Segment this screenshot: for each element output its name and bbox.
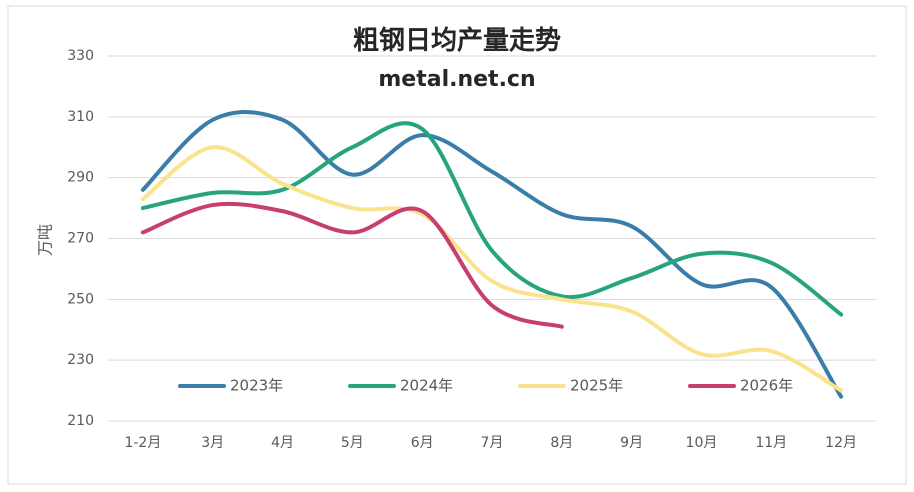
legend-label: 2024年 [400,377,453,395]
x-tick-label: 4月 [271,435,294,451]
y-tick-label: 330 [67,48,94,64]
x-tick-label: 7月 [481,435,504,451]
legend-label: 2023年 [230,377,283,395]
chart-title: 粗钢日均产量走势 [353,26,561,56]
x-tick-label: 9月 [620,435,643,451]
x-tick-label: 12月 [825,435,857,451]
series-line [140,201,564,329]
y-tick-label: 310 [67,109,94,125]
x-tick-label: 5月 [341,435,364,451]
legend-label: 2025年 [570,377,623,395]
y-axis-label: 万吨 [36,224,55,256]
x-tick-label: 1-2月 [124,435,161,451]
x-tick-label: 8月 [550,435,573,451]
y-tick-label: 290 [67,170,94,186]
y-tick-label: 210 [67,413,94,429]
x-tick-label: 6月 [411,435,434,451]
legend-label: 2026年 [740,377,793,395]
y-tick-label: 250 [67,291,94,307]
y-tick-label: 270 [67,231,94,247]
y-tick-label: 230 [67,352,94,368]
chart-subtitle: metal.net.cn [378,67,535,92]
series-line [140,110,844,399]
series-line [140,145,844,393]
x-tick-label: 11月 [755,435,787,451]
x-tick-label: 10月 [686,435,718,451]
x-tick-label: 3月 [201,435,224,451]
series-line [140,121,844,317]
